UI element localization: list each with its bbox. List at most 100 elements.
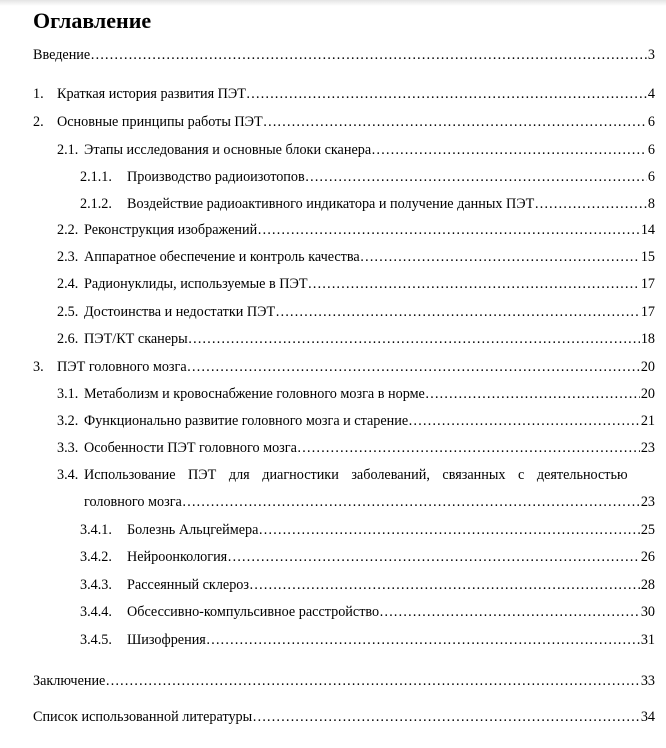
- toc-entry[interactable]: 1. Краткая история развития ПЭТ 4: [33, 86, 655, 108]
- toc-entry[interactable]: 3.3. Особенности ПЭТ головного мозга 23: [57, 440, 655, 462]
- toc-heading: Оглавление: [33, 8, 152, 33]
- entry-number: 3.2.: [57, 413, 79, 429]
- leader-dots: [206, 632, 640, 649]
- leader-dots: [252, 709, 640, 726]
- entry-page-number: 30: [640, 604, 655, 620]
- entry-page-number: 3: [647, 47, 655, 63]
- leader-dots: [408, 413, 640, 430]
- entry-title: Использование ПЭТ для диагностики заболе…: [84, 467, 628, 483]
- entry-page-number: 33: [640, 673, 655, 689]
- entry-page-number: 28: [640, 577, 655, 593]
- toc-entry[interactable]: Заключение 33: [33, 673, 655, 695]
- toc-entry[interactable]: 2.1.1. Производство радиоизотопов 6: [80, 169, 655, 191]
- entry-title: Производство радиоизотопов: [127, 169, 305, 185]
- toc-entry[interactable]: 2.3. Аппаратное обеспечение и контроль ка…: [57, 249, 655, 271]
- entry-number: 2.2.: [57, 222, 79, 238]
- entry-title: Список использованной литературы: [33, 709, 253, 725]
- entry-number: 2.5.: [57, 304, 79, 320]
- entry-title: Радионуклиды, используемые в ПЭТ: [84, 276, 308, 292]
- entry-number: 2.: [33, 114, 44, 130]
- entry-title: Функционально развитие головного мозга и…: [84, 413, 409, 429]
- entry-title: Шизофрения: [127, 632, 206, 648]
- entry-title: Этапы исследования и основные блоки скан…: [84, 142, 372, 158]
- toc-entry[interactable]: 3.4.2. Нейроонкология 26: [80, 549, 655, 571]
- entry-page-number: 23: [640, 494, 655, 510]
- leader-dots: [227, 549, 640, 566]
- toc-entry[interactable]: 3.4.1. Болезнь Альцгеймера 25: [80, 522, 655, 544]
- leader-dots: [275, 304, 640, 321]
- toc-entry[interactable]: 3.4.4. Обсессивно-компульсивное расстройс…: [80, 604, 655, 626]
- entry-page-number: 23: [640, 440, 655, 456]
- entry-page-number: 21: [640, 413, 655, 429]
- entry-number: 3.4.5.: [80, 632, 112, 648]
- entry-title-continuation: головного мозга: [84, 494, 182, 510]
- entry-number: 3.4.4.: [80, 604, 112, 620]
- toc-entry[interactable]: 3. ПЭТ головного мозга 20: [33, 359, 655, 381]
- toc-entry[interactable]: Введение 3: [33, 47, 655, 69]
- entry-page-number: 17: [640, 276, 655, 292]
- entry-title: Краткая история развития ПЭТ: [57, 86, 246, 102]
- toc-entry[interactable]: 2.6. ПЭТ/КТ сканеры 18: [57, 331, 655, 353]
- entry-number: 2.1.: [57, 142, 79, 158]
- entry-title: Реконструкция изображений: [84, 222, 258, 238]
- leader-dots: [105, 673, 639, 690]
- entry-title: Аппаратное обеспечение и контроль качест…: [84, 249, 360, 265]
- leader-dots: [297, 440, 640, 457]
- entry-title: Достоинства и недостатки ПЭТ: [84, 304, 276, 320]
- leader-dots: [305, 169, 647, 186]
- entry-title: Воздействие радиоактивного индикатора и …: [127, 196, 535, 212]
- toc-entry[interactable]: 3.4.3. Рассеянный склероз 28: [80, 577, 655, 599]
- entry-page-number: 14: [640, 222, 655, 238]
- toc-entry[interactable]: 3.2. Функционально развитие головного моз…: [57, 413, 655, 435]
- entry-number: 3.1.: [57, 386, 79, 402]
- toc-entry[interactable]: 2.4. Радионуклиды, используемые в ПЭТ 17: [57, 276, 655, 298]
- entry-number: 3.: [33, 359, 44, 375]
- entry-number: 2.4.: [57, 276, 79, 292]
- entry-page-number: 6: [647, 169, 655, 185]
- leader-dots: [263, 114, 647, 131]
- entry-page-number: 18: [640, 331, 655, 347]
- entry-title: Болезнь Альцгеймера: [127, 522, 259, 538]
- entry-title: Нейроонкология: [127, 549, 228, 565]
- leader-dots: [257, 222, 640, 239]
- leader-dots: [188, 331, 640, 348]
- entry-title: Обсессивно-компульсивное расстройство: [127, 604, 380, 620]
- entry-page-number: 4: [647, 86, 655, 102]
- leader-dots: [534, 196, 647, 213]
- leader-dots: [425, 386, 640, 403]
- entry-number: 3.4.1.: [80, 522, 112, 538]
- toc-entry[interactable]: 2.2. Реконструкция изображений 14: [57, 222, 655, 244]
- toc-entry-continuation[interactable]: головного мозга 23: [84, 494, 655, 516]
- entry-page-number: 34: [640, 709, 655, 725]
- leader-dots: [360, 249, 640, 266]
- leader-dots: [187, 359, 640, 376]
- entry-number: 2.6.: [57, 331, 79, 347]
- toc-entry[interactable]: 2. Основные принципы работы ПЭТ 6: [33, 114, 655, 136]
- leader-dots: [308, 276, 640, 293]
- leader-dots: [258, 522, 639, 539]
- toc-entry[interactable]: 2.5. Достоинства и недостатки ПЭТ 17: [57, 304, 655, 326]
- entry-title: Особенности ПЭТ головного мозга: [84, 440, 297, 456]
- toc-entry[interactable]: 2.1. Этапы исследования и основные блоки …: [57, 142, 655, 164]
- leader-dots: [246, 86, 647, 103]
- entry-page-number: 8: [647, 196, 655, 212]
- page-top-shadow: [0, 0, 666, 6]
- entry-title: ПЭТ/КТ сканеры: [84, 331, 188, 347]
- entry-page-number: 20: [640, 359, 655, 375]
- toc-entry[interactable]: 3.4. Использование ПЭТ для диагностики за…: [57, 467, 666, 489]
- toc-entry[interactable]: 3.1. Метаболизм и кровоснабжение головног…: [57, 386, 655, 408]
- entry-title: Введение: [33, 47, 91, 63]
- leader-dots: [379, 604, 640, 621]
- toc-entry[interactable]: Список использованной литературы 34: [33, 709, 655, 731]
- entry-page-number: 20: [640, 386, 655, 402]
- entry-page-number: 6: [647, 142, 655, 158]
- toc-entry[interactable]: 2.1.2. Воздействие радиоактивного индикат…: [80, 196, 655, 218]
- entry-page-number: 15: [640, 249, 655, 265]
- toc-entry[interactable]: 3.4.5. Шизофрения 31: [80, 632, 655, 654]
- entry-number: 3.4.: [57, 467, 79, 483]
- entry-number: 3.4.2.: [80, 549, 112, 565]
- leader-dots: [182, 494, 640, 511]
- entry-title: Заключение: [33, 673, 106, 689]
- leader-dots: [371, 142, 647, 159]
